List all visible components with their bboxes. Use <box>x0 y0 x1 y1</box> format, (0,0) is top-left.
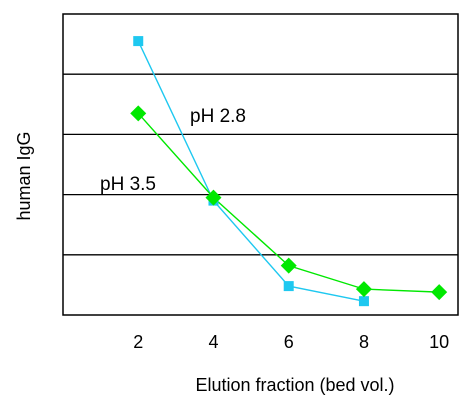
x-tick-label: 8 <box>359 332 369 352</box>
annotation-ph-2-8: pH 2.8 <box>190 106 246 127</box>
data-point-diamond <box>205 189 222 206</box>
series-layer <box>130 36 448 307</box>
data-point-diamond <box>130 105 147 122</box>
annotation-ph-3-5: pH 3.5 <box>100 174 156 195</box>
data-point-diamond <box>431 284 448 301</box>
plot-area <box>62 13 459 316</box>
x-tick-label: 4 <box>208 332 218 352</box>
data-point-square <box>133 36 144 47</box>
series-line-1 <box>137 40 365 302</box>
data-point-diamond <box>280 257 297 274</box>
data-point-square <box>283 281 294 292</box>
x-tick-label: 10 <box>429 332 449 352</box>
y-axis-label: human IgG <box>14 131 34 220</box>
data-point-diamond <box>355 281 372 298</box>
x-tick-label: 2 <box>133 332 143 352</box>
x-tick-labels: 2 4 6 8 10 <box>133 332 449 352</box>
x-tick-label: 6 <box>284 332 294 352</box>
x-axis-label: Elution fraction (bed vol.) <box>195 375 394 395</box>
data-point-square <box>358 296 369 307</box>
